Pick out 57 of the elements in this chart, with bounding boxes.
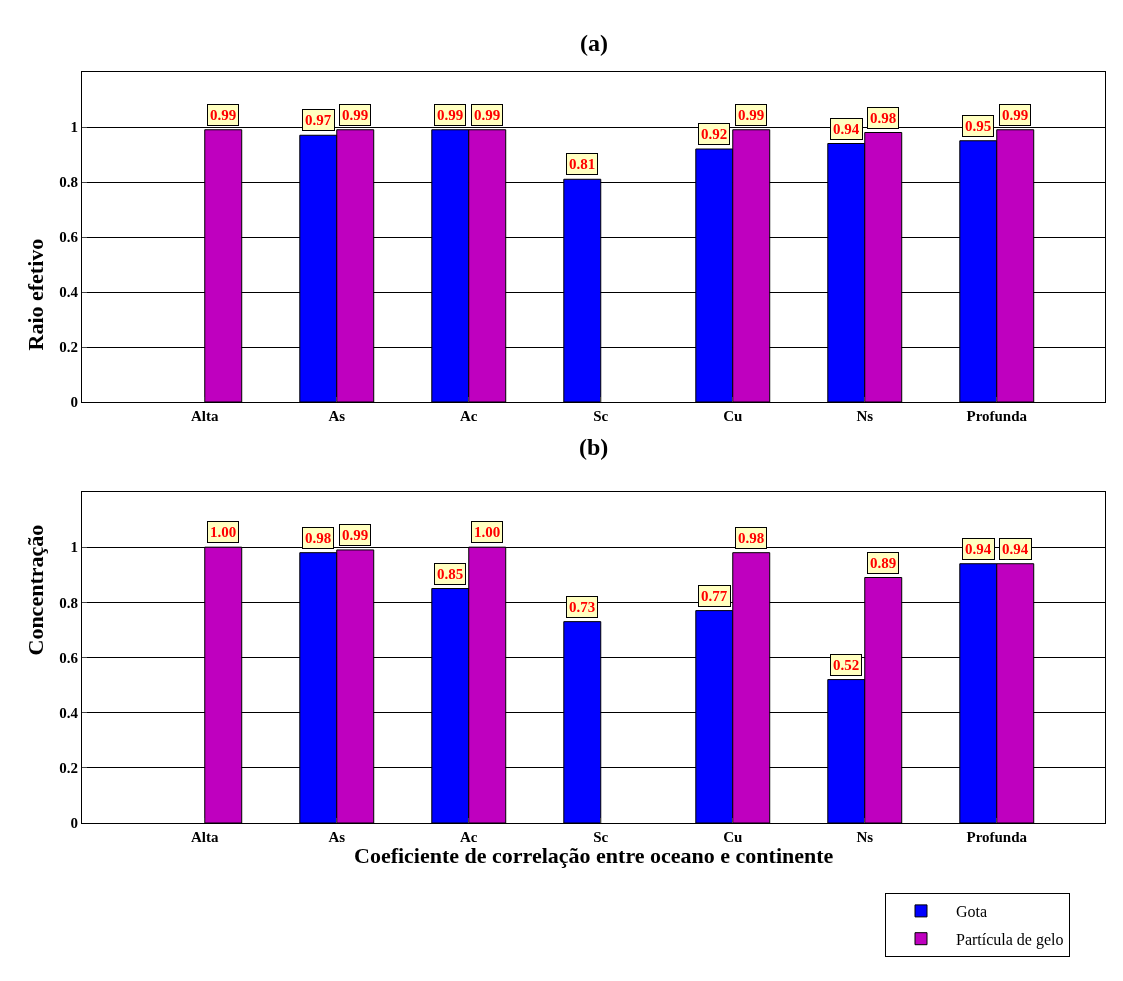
x-tick-label: Profunda xyxy=(966,829,1028,845)
x-tick-label: Sc xyxy=(593,829,609,845)
data-label: 0.52 xyxy=(833,657,860,673)
y-tick-label: 0.2 xyxy=(59,760,78,777)
y-tick-label: 1 xyxy=(70,539,78,556)
x-tick-label: Profunda xyxy=(966,408,1028,424)
y-tick-label: 0.6 xyxy=(59,649,79,666)
legend-label: Partícula de gelo xyxy=(956,930,1064,949)
data-label: 0.81 xyxy=(569,156,596,172)
y-axis-title: Raio efetivo xyxy=(22,238,48,351)
data-label: 1.00 xyxy=(474,524,501,540)
x-tick-label: Ac xyxy=(460,408,478,424)
data-label: 0.77 xyxy=(701,588,728,604)
data-label: 0.99 xyxy=(342,527,369,543)
x-tick-label: Cu xyxy=(723,408,743,424)
y-tick-label: 0 xyxy=(70,394,78,411)
data-label: 0.99 xyxy=(437,107,464,123)
data-label: 0.98 xyxy=(305,530,332,546)
data-label: 0.98 xyxy=(738,530,765,546)
data-label: 0.99 xyxy=(474,107,501,123)
data-label: 0.73 xyxy=(569,599,596,615)
y-tick-label: 0.8 xyxy=(59,594,78,611)
x-axis-title: Coeficiente de correlação entre oceano e continente xyxy=(354,843,834,868)
x-tick-label: Ns xyxy=(856,408,874,424)
y-tick-label: 0 xyxy=(70,815,78,832)
chart-title: (a) xyxy=(580,30,608,56)
data-label: 0.89 xyxy=(870,555,897,571)
x-tick-label: Cu xyxy=(723,829,743,845)
x-tick-label: Sc xyxy=(593,408,609,424)
data-label: 0.94 xyxy=(965,541,992,557)
data-label: 0.98 xyxy=(870,110,897,126)
data-label: 0.94 xyxy=(833,121,860,137)
legend-label: Gota xyxy=(956,903,988,921)
chart-title: (b) xyxy=(579,434,609,460)
x-tick-label: Alta xyxy=(191,408,220,424)
y-tick-label: 0.6 xyxy=(59,229,79,246)
data-label: 0.95 xyxy=(965,118,992,134)
x-tick-label: As xyxy=(328,829,346,845)
data-label: 0.99 xyxy=(210,107,237,123)
y-tick-label: 0.4 xyxy=(59,284,79,301)
x-tick-label: Ns xyxy=(856,829,874,845)
data-label: 0.92 xyxy=(701,126,728,142)
data-label: 1.00 xyxy=(210,524,237,540)
x-tick-label: Alta xyxy=(191,829,220,845)
data-label: 0.99 xyxy=(1002,107,1029,123)
data-label: 0.97 xyxy=(305,112,332,128)
y-tick-label: 0.8 xyxy=(59,174,78,191)
data-label: 0.94 xyxy=(1002,541,1029,557)
y-tick-label: 0.2 xyxy=(59,339,78,356)
data-label: 0.85 xyxy=(437,566,464,582)
y-tick-label: 0.4 xyxy=(59,704,79,721)
x-tick-label: As xyxy=(328,408,346,424)
y-tick-label: 1 xyxy=(70,119,78,136)
x-tick-label: Ac xyxy=(460,829,478,845)
data-label: 0.99 xyxy=(342,107,369,123)
data-label: 0.99 xyxy=(738,107,765,123)
y-axis-title: Concentração xyxy=(22,524,48,656)
